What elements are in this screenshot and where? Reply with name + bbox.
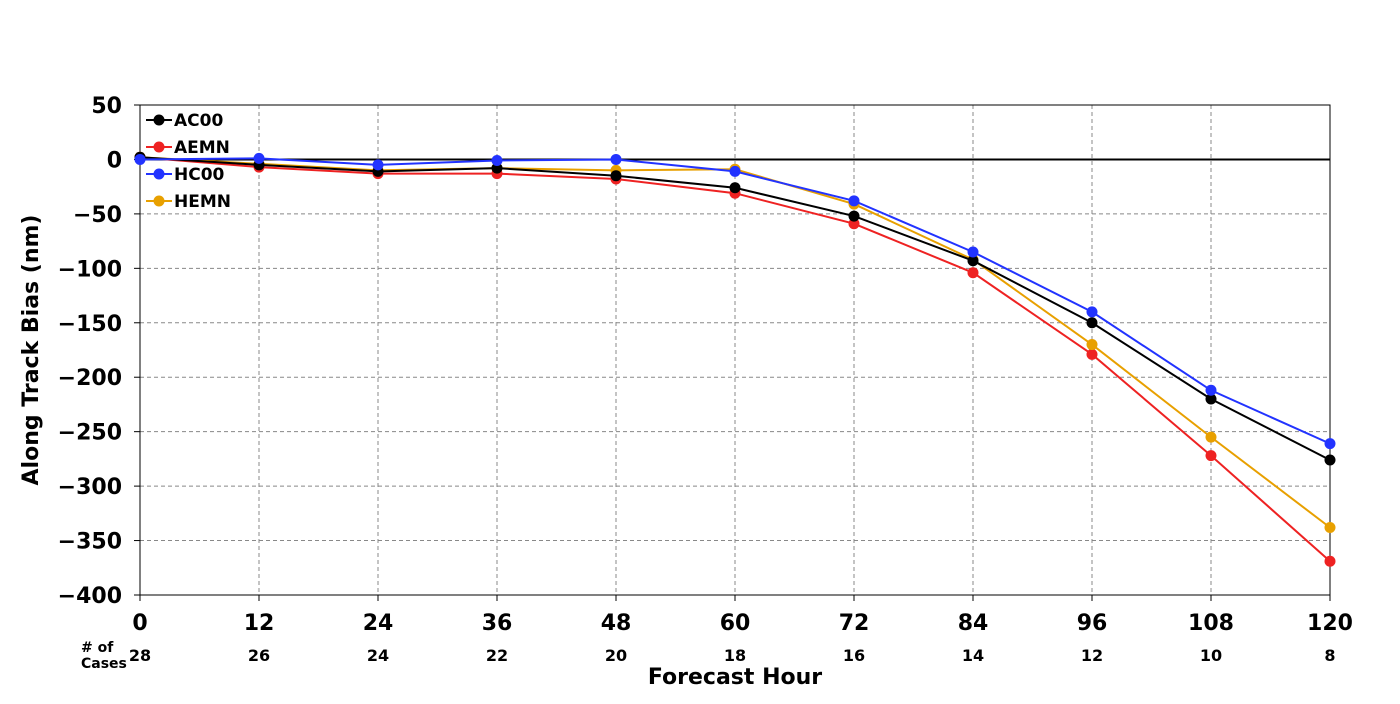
data-point <box>1086 317 1098 329</box>
data-point <box>967 255 979 267</box>
y-tick-label: −100 <box>58 257 122 282</box>
legend-label: AC00 <box>174 111 223 131</box>
data-point <box>1324 454 1336 466</box>
cases-label-line: Cases <box>81 656 127 672</box>
data-point <box>610 153 622 165</box>
x-tick-label: 12 <box>244 611 275 636</box>
data-point <box>1086 339 1098 351</box>
legend-marker <box>153 168 165 180</box>
data-point <box>372 159 384 171</box>
legend-label: HEMN <box>174 192 231 212</box>
y-tick-label: 0 <box>107 148 122 173</box>
y-tick-label: −50 <box>73 203 122 228</box>
data-point <box>1205 431 1217 443</box>
y-tick-label: −350 <box>58 530 122 555</box>
label-layer: # of Cases Forecast Hour Along Track Bias (… <box>19 215 822 690</box>
data-point <box>491 162 503 174</box>
data-point <box>848 195 860 207</box>
case-count: 12 <box>1081 646 1103 665</box>
case-count: 18 <box>724 646 746 665</box>
data-point <box>848 218 860 230</box>
x-axis-title: Forecast Hour <box>648 665 822 690</box>
x-tick-label: 48 <box>601 611 632 636</box>
legend-marker <box>153 114 165 126</box>
case-count: 10 <box>1200 646 1222 665</box>
case-count: 16 <box>843 646 865 665</box>
data-point <box>1205 393 1217 405</box>
series-ac00 <box>134 151 1336 466</box>
x-tick-label: 84 <box>958 611 989 636</box>
data-point <box>967 246 979 258</box>
y-axis-title: Along Track Bias (nm) <box>19 215 44 486</box>
legend-marker <box>153 141 165 153</box>
y-tick-label: −400 <box>58 584 122 609</box>
data-point <box>610 170 622 182</box>
cases-label: # of Cases <box>81 640 127 672</box>
data-point <box>848 210 860 222</box>
case-count: 28 <box>129 646 151 665</box>
data-point <box>134 153 146 165</box>
cases-label-line: # of <box>81 640 114 656</box>
case-count: 24 <box>367 646 389 665</box>
data-point <box>967 267 979 279</box>
axis-layer: 50 0 −50 −100 −150 −200 −250 −300 −350 −400 0 28 12 2… <box>58 94 1353 665</box>
x-tick-label: 24 <box>363 611 394 636</box>
x-tick-label: 96 <box>1077 611 1108 636</box>
y-tick-label: −300 <box>58 475 122 500</box>
legend-item-hc00: HC00 <box>146 165 225 185</box>
y-tick-label: 50 <box>91 94 122 119</box>
data-point <box>1324 438 1336 450</box>
legend-label: AEMN <box>174 138 230 158</box>
x-tick-label: 120 <box>1307 611 1353 636</box>
case-count: 22 <box>486 646 508 665</box>
data-point <box>1324 521 1336 533</box>
x-tick-label: 36 <box>482 611 513 636</box>
legend-item-ac00: AC00 <box>146 111 223 131</box>
legend-label: HC00 <box>174 165 225 185</box>
case-count: 14 <box>962 646 984 665</box>
data-point <box>1086 348 1098 360</box>
data-point <box>729 182 741 194</box>
case-count: 26 <box>248 646 270 665</box>
legend-item-hemn: HEMN <box>146 192 231 212</box>
data-point <box>491 155 503 167</box>
legend-marker <box>153 195 165 207</box>
series-hemn <box>134 151 1336 533</box>
series-hc00 <box>134 152 1336 450</box>
series-layer <box>134 151 1336 567</box>
case-count: 8 <box>1324 646 1335 665</box>
data-point <box>253 152 265 164</box>
x-tick-label: 72 <box>839 611 870 636</box>
x-tick-label: 60 <box>720 611 751 636</box>
y-tick-label: −250 <box>58 421 122 446</box>
y-tick-label: −150 <box>58 312 122 337</box>
legend: AC00 AEMN HC00 HEMN <box>146 111 231 212</box>
data-point <box>1086 306 1098 318</box>
data-point <box>1205 450 1217 462</box>
data-point <box>729 165 741 177</box>
data-point <box>1205 384 1217 396</box>
y-tick-label: −200 <box>58 366 122 391</box>
case-count: 20 <box>605 646 627 665</box>
x-tick-label: 0 <box>132 611 147 636</box>
legend-item-aemn: AEMN <box>146 138 230 158</box>
data-point <box>1324 555 1336 567</box>
x-tick-label: 108 <box>1188 611 1234 636</box>
